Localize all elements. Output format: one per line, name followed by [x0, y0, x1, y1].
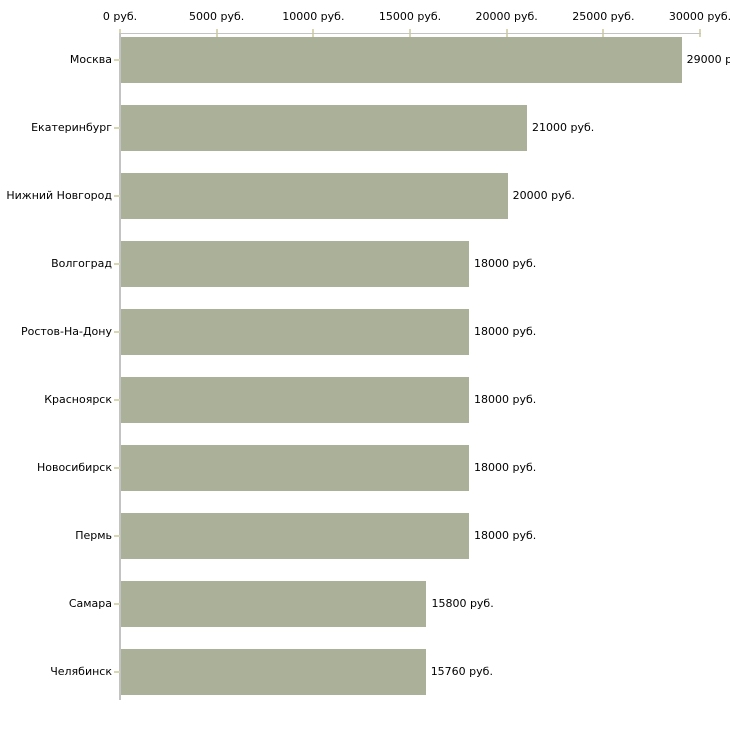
category-label: Самара: [68, 597, 112, 611]
category-label: Москва: [69, 52, 112, 66]
category-label: Нижний Новгород: [6, 188, 112, 202]
category-label: Красноярск: [44, 393, 112, 406]
y-axis-tick-mark: [114, 58, 120, 61]
bar: [121, 649, 426, 696]
bar: [121, 36, 682, 83]
bar-value-label: 18000 руб.: [474, 324, 537, 338]
x-axis-tick-label: 25000 руб.: [572, 10, 635, 23]
category-label: Челябинск: [50, 665, 112, 679]
y-axis-tick-mark: [114, 535, 120, 538]
bar-value-label: 18000 руб.: [474, 393, 537, 406]
x-axis-line: [120, 33, 701, 34]
y-axis-tick-mark: [114, 126, 120, 129]
bar: [121, 240, 469, 287]
bar-value-label: 29000 руб.: [686, 52, 730, 66]
bar-value-label: 20000 руб.: [512, 188, 575, 202]
x-axis-tick-label: 30000 руб.: [668, 10, 730, 23]
y-axis-tick-mark: [114, 603, 120, 606]
bar-value-label: 15800 руб.: [431, 597, 494, 611]
y-axis-tick-mark: [114, 671, 120, 674]
category-label: Новосибирск: [36, 461, 112, 475]
y-axis-tick-mark: [114, 262, 120, 265]
y-axis-tick-mark: [114, 330, 120, 333]
x-axis-tick-label: 5000 руб.: [189, 10, 245, 23]
x-axis-tick-label: 20000 руб.: [475, 10, 538, 23]
bar: [121, 513, 469, 560]
x-axis-tick-label: 15000 руб.: [378, 10, 442, 23]
y-axis-tick-mark: [114, 399, 120, 401]
bar: [121, 308, 469, 355]
y-axis-line: [119, 33, 121, 700]
bar: [121, 104, 527, 151]
category-label: Волгоград: [51, 256, 112, 270]
x-axis-tick-label: 0 руб.: [102, 10, 138, 23]
category-label: Пермь: [75, 529, 112, 543]
x-axis-tick-label: 10000 руб.: [282, 10, 345, 23]
bar: [121, 581, 427, 628]
bar-value-label: 18000 руб.: [474, 529, 537, 543]
category-label: Ростов-На-Дону: [20, 324, 112, 338]
y-axis-tick-mark: [114, 467, 120, 470]
bar: [121, 377, 469, 423]
bar-value-label: 21000 руб.: [532, 120, 595, 134]
bar-value-label: 18000 руб.: [474, 461, 537, 475]
category-label: Екатеринбург: [31, 120, 112, 134]
bar: [121, 445, 469, 492]
bar: [121, 172, 508, 219]
bar-value-label: 15760 руб.: [430, 665, 493, 679]
bar-value-label: 18000 руб.: [474, 256, 537, 270]
y-axis-tick-mark: [114, 194, 120, 197]
